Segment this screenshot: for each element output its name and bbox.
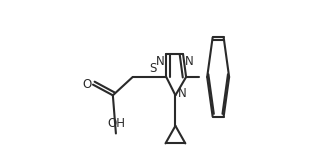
Text: OH: OH [108,117,126,130]
Text: N: N [178,87,186,100]
Text: S: S [149,62,156,75]
Text: O: O [82,78,91,91]
Text: N: N [156,55,165,68]
Text: N: N [185,55,193,68]
